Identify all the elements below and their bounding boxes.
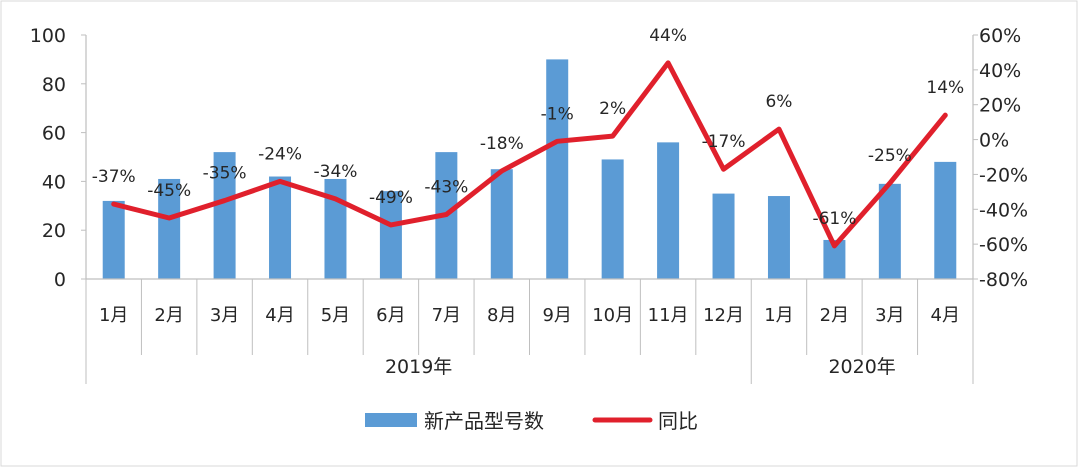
- data-labels: -37% -45% -35% -24% -34% -49% -43% -18% -1% 2% 44%…: [92, 26, 964, 229]
- right-tick-label: 40%: [979, 60, 1021, 82]
- line-data-label: -24%: [258, 144, 302, 164]
- bar: [767, 196, 790, 279]
- line-data-label: -49%: [369, 188, 413, 208]
- line-data-label: -18%: [480, 134, 524, 154]
- line-data-label: -45%: [147, 181, 191, 201]
- bar: [657, 142, 680, 279]
- line-data-label: 2%: [599, 99, 626, 119]
- right-tick-label: 20%: [979, 95, 1021, 117]
- category-label: 5月: [321, 305, 350, 326]
- line-data-label: 6%: [765, 92, 792, 112]
- category-label: 3月: [875, 305, 904, 326]
- line-data-label: 44%: [649, 26, 687, 46]
- bar: [158, 178, 181, 279]
- category-label: 2月: [154, 305, 183, 326]
- right-tick-label: -80%: [979, 269, 1028, 291]
- right-tick-label: -20%: [979, 164, 1028, 186]
- category-label: 4月: [931, 305, 960, 326]
- year-group-label: 2019年: [385, 356, 452, 378]
- right-tick-label: -40%: [979, 199, 1028, 221]
- bar: [546, 59, 569, 280]
- category-label: 7月: [432, 305, 461, 326]
- line-data-label: -37%: [92, 167, 136, 187]
- category-label: 4月: [265, 305, 294, 326]
- category-label: 1月: [764, 305, 793, 326]
- left-tick-label: 0: [54, 269, 66, 291]
- right-tick-label: 60%: [979, 25, 1021, 47]
- category-label: 11月: [648, 305, 689, 326]
- category-label: 12月: [703, 305, 744, 326]
- line-data-label: -34%: [314, 162, 358, 182]
- line-data-label: -17%: [702, 132, 746, 152]
- category-label: 8月: [487, 305, 516, 326]
- category-label: 10月: [592, 305, 633, 326]
- left-tick-label: 20: [42, 220, 66, 242]
- legend-bar-label: 新产品型号数: [424, 409, 544, 433]
- line-data-label: -25%: [868, 146, 912, 166]
- left-tick-label: 60: [42, 123, 66, 145]
- line-data-label: 14%: [926, 78, 964, 98]
- bar: [213, 152, 236, 279]
- category-label: 1月: [99, 305, 128, 326]
- legend-bar-swatch: [365, 413, 417, 427]
- category-label: 9月: [542, 305, 571, 326]
- bar-series: [102, 59, 957, 280]
- x-axis: 1月 2月 3月 4月 5月 6月 7月 8月 9月 10月 11月 12月 1月 2月 3月 4月 2019年…: [85, 278, 974, 384]
- bar: [601, 159, 624, 279]
- line-data-label: -35%: [203, 164, 247, 184]
- legend-line-label: 同比: [658, 409, 698, 433]
- line-data-label: -43%: [424, 178, 468, 198]
- axes: 0 20 40 60 80 100 -80% -60% -40% -20% 0% 20% 40% 60%: [30, 25, 1028, 291]
- line-data-label: -1%: [541, 104, 574, 124]
- category-label: 2月: [820, 305, 849, 326]
- bar: [269, 176, 292, 279]
- line-series: [111, 60, 948, 249]
- category-label: 3月: [210, 305, 239, 326]
- bar: [490, 169, 513, 279]
- left-tick-label: 100: [30, 25, 66, 47]
- right-tick-label: -60%: [979, 234, 1028, 256]
- yoy-line: [111, 60, 948, 249]
- year-group-label: 2020年: [828, 356, 895, 378]
- left-tick-label: 80: [42, 74, 66, 96]
- bar: [102, 200, 125, 279]
- category-label: 6月: [376, 305, 405, 326]
- line-data-label: -61%: [812, 209, 856, 229]
- bar: [934, 161, 957, 279]
- bar: [878, 183, 901, 279]
- bar: [379, 191, 402, 279]
- bar: [712, 193, 735, 279]
- bar: [823, 239, 846, 279]
- legend: 新产品型号数 同比: [365, 409, 698, 433]
- left-tick-label: 40: [42, 171, 66, 193]
- right-tick-label: 0%: [979, 130, 1009, 152]
